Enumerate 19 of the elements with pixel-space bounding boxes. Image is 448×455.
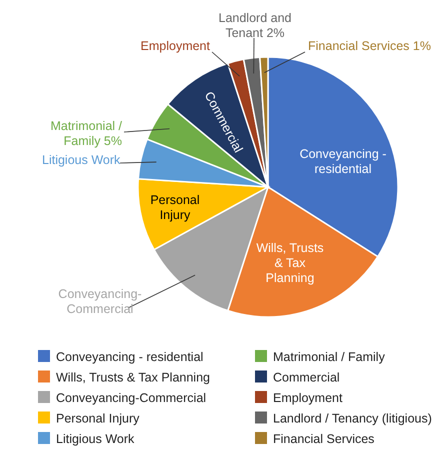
data-label: Financial Services 1% — [308, 39, 431, 53]
data-label: Wills, Trusts & Tax Planning — [256, 241, 324, 285]
legend-label: Conveyancing - residential — [56, 350, 204, 364]
data-label: Matrimonial / Family 5% — [50, 119, 123, 148]
data-label: Personal Injury — [150, 193, 200, 222]
legend-label: Commercial — [273, 370, 340, 384]
legend-label: Personal Injury — [56, 412, 140, 426]
data-label: Litigious Work — [42, 153, 122, 167]
legend-label: Landlord / Tenancy (litigious) — [273, 412, 432, 426]
data-label: Conveyancing - residential — [300, 147, 386, 176]
legend-label: Financial Services — [273, 432, 374, 446]
legend-label: Matrimonial / Family — [273, 350, 386, 364]
data-label: Employment — [140, 39, 211, 53]
legend-label: Employment — [273, 391, 343, 405]
legend-label: Wills, Trusts & Tax Planning — [56, 370, 210, 384]
legend-label: Conveyancing-Commercial — [56, 391, 206, 405]
data-label: Landlord and Tenant 2% — [218, 11, 292, 40]
data-label: Conveyancing-Commercial — [58, 287, 142, 316]
legend-label: Litigious Work — [56, 432, 136, 446]
